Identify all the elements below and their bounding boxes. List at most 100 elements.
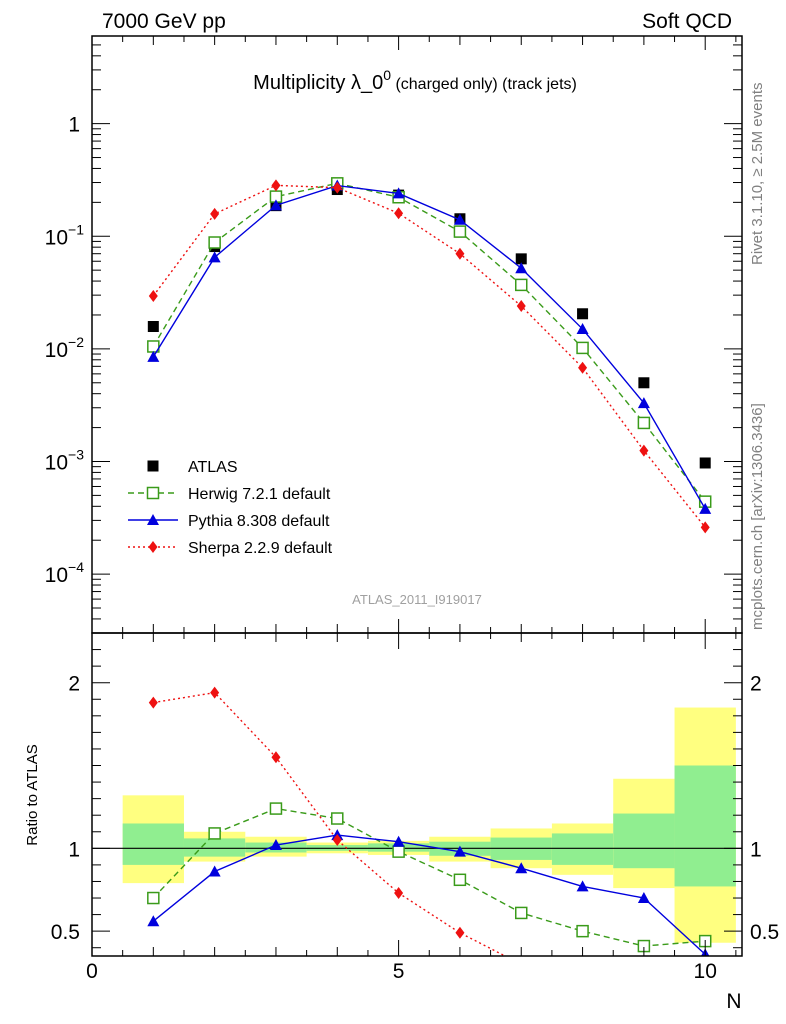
data-point [453, 225, 467, 238]
x-tick-label: 5 [393, 960, 405, 983]
ratio-data-point [269, 839, 282, 851]
legend-marker [147, 460, 159, 472]
ratio-data-point [637, 892, 650, 904]
header-left-label: 7000 GeV pp [102, 10, 226, 33]
ratio-data-point [394, 887, 404, 900]
ratio-series-line [153, 691, 507, 956]
data-point [699, 502, 712, 514]
data-point [576, 323, 589, 335]
y-tick-label-base: 10 [45, 564, 68, 587]
ratio-panel-axes: 0 5 10 0.5 0.5 1 1 2 2 [51, 633, 779, 983]
ratio-panel-frame [91, 632, 743, 957]
ratio-panel-bands [122, 707, 736, 943]
top-panel-series [147, 177, 712, 534]
data-point [147, 350, 160, 362]
data-point [208, 251, 221, 263]
legend-label: ATLAS [188, 459, 238, 476]
legend-label: Sherpa 2.2.9 default [188, 540, 333, 557]
series-line [152, 184, 706, 510]
ratio-band-inner [551, 833, 614, 865]
ratio-data-point [332, 834, 342, 847]
data-point [577, 308, 589, 320]
ratio-data-point [210, 686, 220, 699]
plot-title-superscript: 0 [383, 67, 391, 83]
legend-label: Pythia 8.308 default [188, 513, 330, 530]
y-tick-label: 10−1 [45, 221, 85, 249]
y-tick-label: 10−2 [45, 334, 85, 362]
y-tick-label-base: 10 [45, 339, 68, 362]
data-point [637, 397, 650, 409]
plot-title-main: Multiplicity λ_0 [253, 72, 383, 94]
plot-title-suffix: (charged only) (track jets) [391, 76, 577, 93]
data-point [208, 236, 221, 249]
x-tick-label: 0 [86, 960, 98, 983]
y-tick-label: 10−4 [45, 559, 85, 587]
data-point [332, 181, 342, 194]
y-tick-label-exponent: −1 [68, 221, 84, 237]
legend-marker [148, 541, 158, 553]
ratio-data-point [147, 915, 160, 927]
top-panel-axes: 110−110−210−310−4 [45, 35, 742, 634]
y-tick-label: 1 [68, 114, 80, 137]
y-tick-label-exponent: −2 [68, 334, 84, 350]
ratio-data-point [392, 835, 405, 847]
data-point [639, 444, 649, 457]
ratio-series-line [152, 834, 706, 955]
plot-title: Multiplicity λ_00 (charged only) (track … [253, 67, 577, 94]
rivet-version-label: Rivet 3.1.10, ≥ 2.5M events [749, 83, 766, 266]
ratio-series-line [152, 807, 706, 947]
ratio-data-point [576, 924, 589, 938]
data-point [271, 179, 281, 192]
data-point [148, 289, 158, 302]
y-tick-label-exponent: −3 [68, 446, 84, 462]
data-point [210, 207, 220, 220]
ratio-band-inner [674, 765, 736, 887]
series-line [152, 184, 706, 528]
data-point [392, 187, 405, 199]
ratio-band-inner [613, 813, 675, 869]
x-axis-label: N [726, 990, 741, 1013]
ratio-data-point [392, 845, 405, 858]
ratio-data-point [147, 891, 160, 905]
data-point [638, 377, 650, 389]
ratio-data-point [208, 827, 221, 840]
series-line [152, 182, 706, 503]
y-tick-label-base: 10 [45, 226, 68, 249]
ratio-data-point [269, 802, 283, 815]
ratio-band-inner [183, 838, 246, 857]
data-point [699, 457, 711, 469]
x-tick-label: 10 [694, 960, 717, 983]
legend-marker [147, 514, 159, 525]
data-point [269, 199, 282, 211]
data-point [147, 321, 159, 333]
ratio-data-point [148, 696, 158, 709]
y-tick-label-exponent: −4 [68, 559, 84, 575]
ratio-y-tick-label-right: 1 [750, 838, 762, 861]
legend: ATLAS Herwig 7.2.1 default Pythia 8.308 de… [128, 459, 333, 557]
ratio-y-tick-label-left: 1 [68, 838, 80, 861]
mcplots-reference-label: mcplots.cern.ch [arXiv:1306.3436] [749, 403, 766, 630]
ratio-band-inner [122, 823, 184, 865]
data-point [516, 300, 526, 313]
ratio-y-tick-label-right: 0.5 [750, 921, 779, 944]
ratio-data-point [271, 751, 281, 764]
ratio-y-axis-label: Ratio to ATLAS [24, 744, 41, 845]
data-point [514, 278, 528, 292]
ratio-y-tick-label-left: 0.5 [51, 921, 80, 944]
ratio-data-point [576, 880, 589, 892]
data-point [515, 262, 528, 274]
ratio-y-tick-label-right: 2 [750, 673, 762, 696]
y-tick-label-base: 10 [45, 451, 68, 474]
data-point [700, 521, 710, 534]
data-point [637, 416, 651, 430]
data-point [394, 207, 404, 220]
legend-label: Herwig 7.2.1 default [188, 486, 331, 503]
ratio-y-tick-label-left: 2 [68, 673, 80, 696]
analysis-id-label: ATLAS_2011_I919017 [352, 592, 482, 607]
ratio-data-point [453, 873, 467, 887]
ratio-data-point [514, 906, 528, 920]
data-point [515, 253, 527, 265]
data-point [453, 213, 466, 225]
data-point [576, 341, 589, 355]
ratio-data-point [208, 865, 221, 877]
